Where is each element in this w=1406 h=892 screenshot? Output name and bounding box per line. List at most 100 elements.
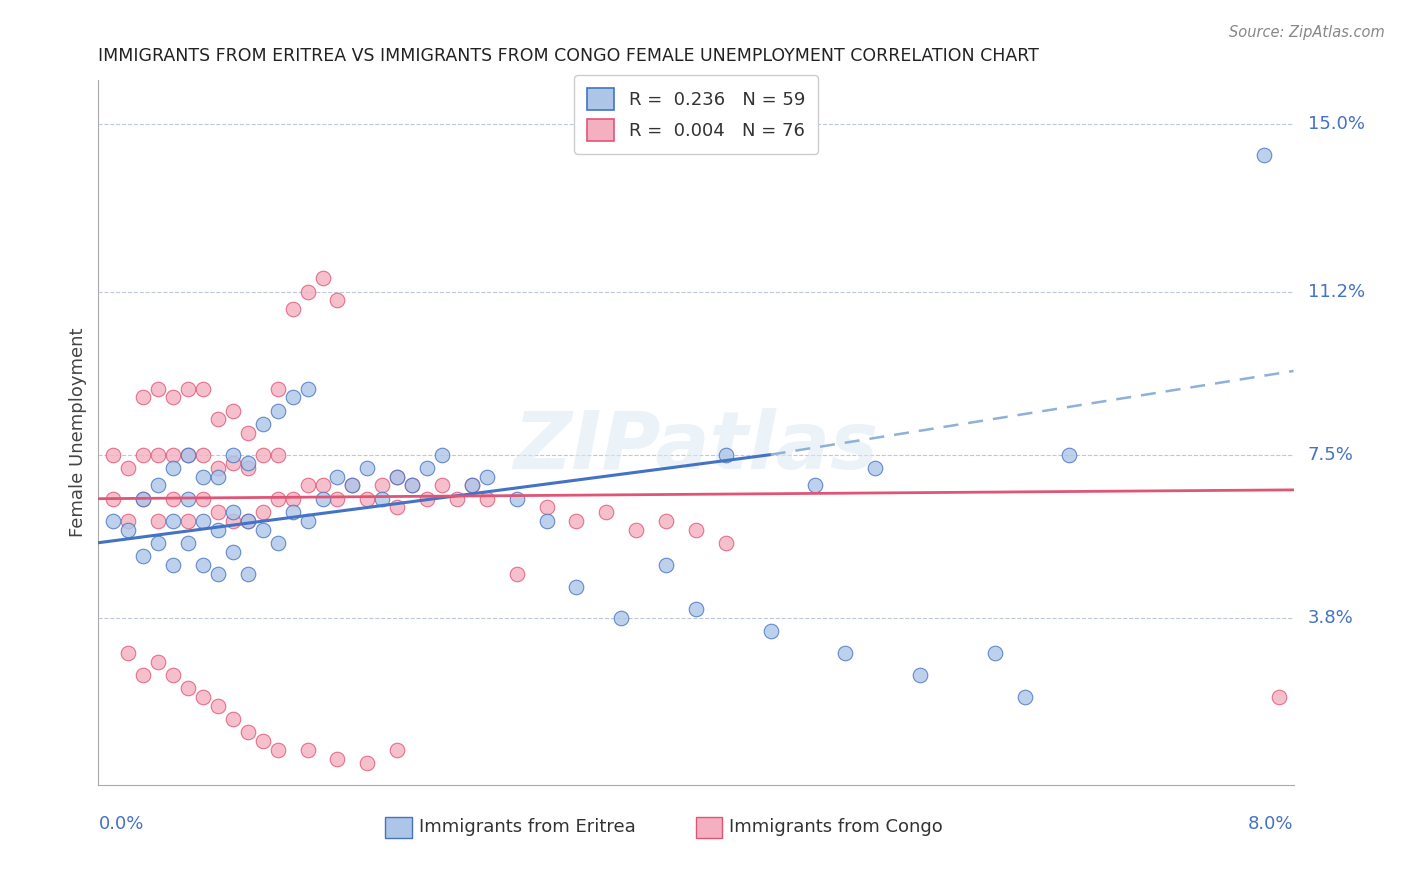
Point xyxy=(1267,690,1289,704)
Point xyxy=(461,478,484,492)
Text: 3.8%: 3.8% xyxy=(1308,608,1354,626)
FancyBboxPatch shape xyxy=(696,817,723,838)
Point xyxy=(207,461,229,475)
Point xyxy=(595,505,617,519)
Point xyxy=(252,448,274,462)
Point xyxy=(446,491,468,506)
Point xyxy=(536,514,558,528)
Point xyxy=(103,448,125,462)
Point xyxy=(162,391,184,405)
Point xyxy=(222,712,245,726)
Point xyxy=(222,514,245,528)
Point xyxy=(132,491,155,506)
Point xyxy=(191,491,214,506)
Point xyxy=(267,448,290,462)
Point xyxy=(207,505,229,519)
Point xyxy=(326,469,349,483)
Point xyxy=(177,448,200,462)
Point xyxy=(236,725,259,739)
Point xyxy=(984,646,1007,660)
Point xyxy=(148,478,170,492)
Text: Source: ZipAtlas.com: Source: ZipAtlas.com xyxy=(1229,25,1385,40)
Y-axis label: Female Unemployment: Female Unemployment xyxy=(69,328,87,537)
Point xyxy=(222,505,245,519)
Point xyxy=(385,742,409,756)
Point xyxy=(252,417,274,431)
Point xyxy=(401,478,423,492)
Point xyxy=(191,558,214,572)
Point xyxy=(461,478,484,492)
Point xyxy=(311,271,333,285)
Point xyxy=(236,514,259,528)
Point xyxy=(430,448,453,462)
Point xyxy=(908,668,931,682)
Point xyxy=(297,478,319,492)
Point xyxy=(281,391,304,405)
Point xyxy=(132,448,155,462)
Point xyxy=(132,391,155,405)
Point xyxy=(177,491,200,506)
Point xyxy=(385,500,409,515)
Point xyxy=(834,646,856,660)
Point xyxy=(252,734,274,748)
Point xyxy=(297,514,319,528)
Point xyxy=(385,469,409,483)
Point xyxy=(685,523,707,537)
Point xyxy=(162,668,184,682)
Point xyxy=(191,514,214,528)
Point xyxy=(1059,448,1081,462)
Point xyxy=(236,457,259,471)
Text: ZIPatlas: ZIPatlas xyxy=(513,408,879,486)
Point xyxy=(610,610,633,624)
Point xyxy=(207,412,229,426)
Point xyxy=(162,558,184,572)
Point xyxy=(252,505,274,519)
Point xyxy=(297,285,319,299)
Point xyxy=(267,403,290,417)
Point xyxy=(117,514,139,528)
Point xyxy=(222,457,245,471)
Text: 11.2%: 11.2% xyxy=(1308,283,1365,301)
Point xyxy=(191,382,214,396)
Point xyxy=(148,448,170,462)
Point xyxy=(222,544,245,558)
Text: 7.5%: 7.5% xyxy=(1308,446,1354,464)
Point xyxy=(162,514,184,528)
Point xyxy=(356,461,378,475)
Text: Immigrants from Congo: Immigrants from Congo xyxy=(730,818,943,836)
Point xyxy=(506,566,529,581)
Point xyxy=(714,535,737,549)
Point xyxy=(162,448,184,462)
Point xyxy=(207,469,229,483)
Point xyxy=(311,491,333,506)
Text: 0.0%: 0.0% xyxy=(98,814,143,832)
Point xyxy=(267,491,290,506)
Point xyxy=(177,681,200,695)
Point xyxy=(267,535,290,549)
Point xyxy=(401,478,423,492)
Point xyxy=(236,461,259,475)
Point xyxy=(148,655,170,669)
Point xyxy=(132,491,155,506)
Point xyxy=(222,448,245,462)
FancyBboxPatch shape xyxy=(385,817,412,838)
Point xyxy=(236,514,259,528)
Point xyxy=(207,523,229,537)
Point xyxy=(148,535,170,549)
Point xyxy=(685,601,707,615)
Point xyxy=(177,382,200,396)
Text: 15.0%: 15.0% xyxy=(1308,115,1365,133)
Point xyxy=(759,624,782,638)
Point xyxy=(103,514,125,528)
Point xyxy=(177,514,200,528)
Point xyxy=(222,403,245,417)
Point xyxy=(132,549,155,563)
Point xyxy=(655,514,678,528)
Point xyxy=(267,742,290,756)
Point xyxy=(430,478,453,492)
Point xyxy=(117,523,139,537)
Point xyxy=(326,751,349,765)
Text: 8.0%: 8.0% xyxy=(1249,814,1294,832)
Point xyxy=(177,448,200,462)
Point xyxy=(536,500,558,515)
